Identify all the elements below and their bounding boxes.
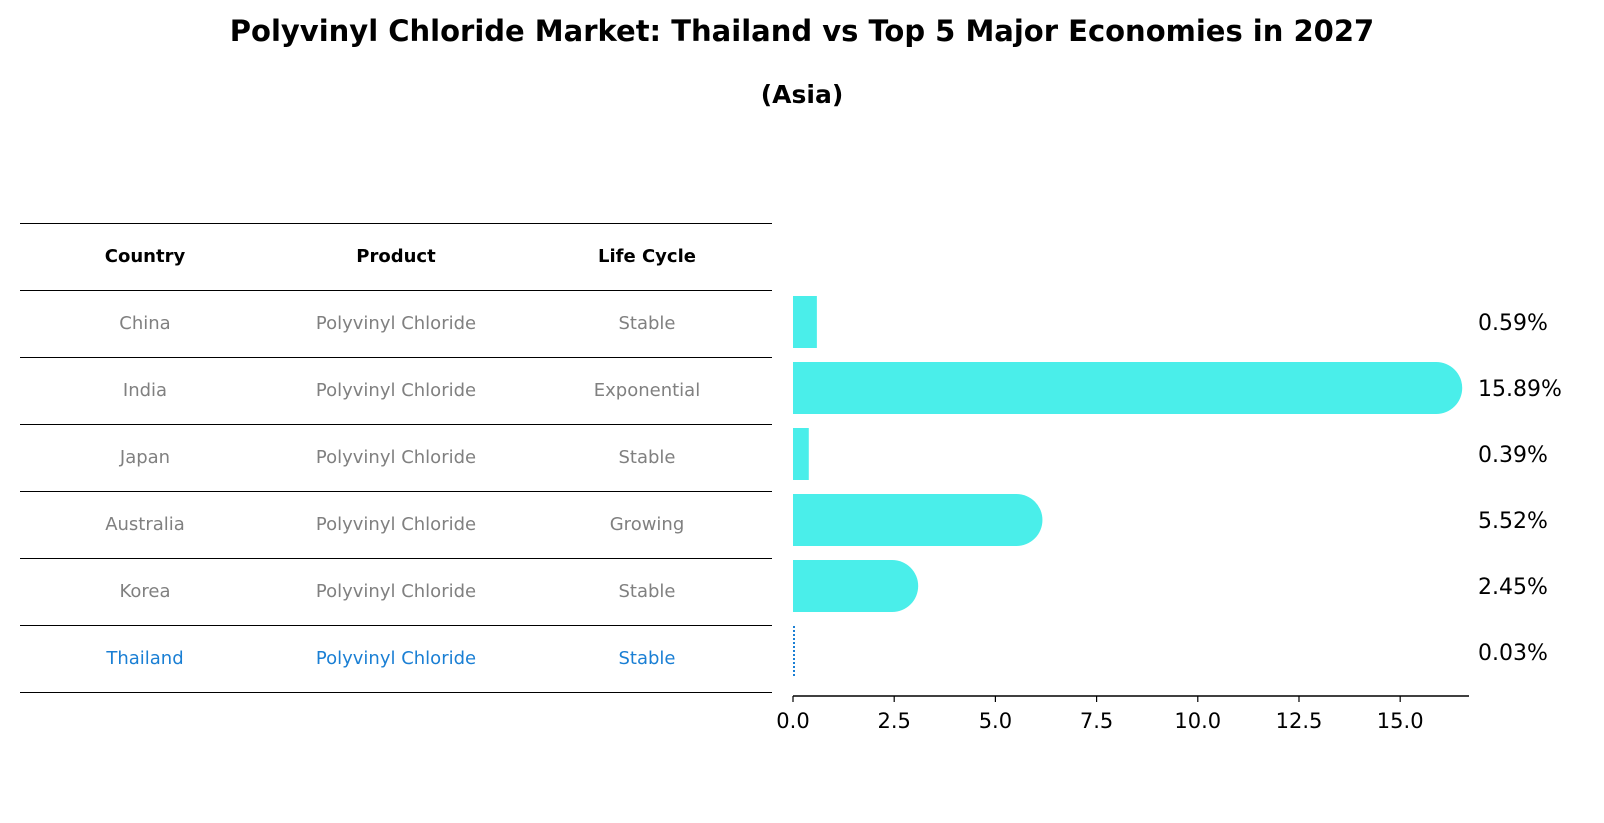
bar-australia — [793, 494, 1043, 546]
data-table: Country Product Life Cycle China Polyvin… — [20, 223, 772, 693]
value-label: 0.59% — [1478, 311, 1548, 336]
table-row: Australia Polyvinyl Chloride Growing — [20, 491, 772, 558]
life-cycle-cell: Stable — [618, 581, 676, 602]
bar-india — [793, 362, 1463, 414]
life-cycle-cell: Stable — [618, 648, 676, 669]
x-tick-label: 7.5 — [1080, 709, 1113, 733]
x-tick-label: 15.0 — [1377, 709, 1424, 733]
column-header-country: Country — [104, 246, 186, 267]
chart-title: Polyvinyl Chloride Market: Thailand vs T… — [229, 14, 1375, 48]
product-cell: Polyvinyl Chloride — [315, 648, 477, 669]
product-cell: Polyvinyl Chloride — [315, 380, 477, 401]
column-header-life-cycle: Life Cycle — [598, 246, 696, 267]
x-tick-label: 0.0 — [776, 709, 809, 733]
product-cell: Polyvinyl Chloride — [315, 447, 477, 468]
value-label: 0.03% — [1478, 641, 1548, 666]
x-tick-label: 12.5 — [1276, 709, 1323, 733]
value-label: 15.89% — [1478, 377, 1562, 402]
table-row-highlighted: Thailand Polyvinyl Chloride Stable — [20, 625, 772, 693]
bar-china — [793, 296, 817, 348]
value-label: 0.39% — [1478, 443, 1548, 468]
life-cycle-cell: Growing — [609, 514, 685, 535]
table-row: India Polyvinyl Chloride Exponential — [20, 357, 772, 424]
country-cell: China — [119, 313, 171, 334]
value-label: 5.52% — [1478, 509, 1548, 534]
x-tick-label: 10.0 — [1174, 709, 1221, 733]
country-cell: India — [122, 380, 168, 401]
country-cell: Korea — [119, 581, 171, 602]
product-cell: Polyvinyl Chloride — [315, 313, 477, 334]
chart-subtitle: (Asia) — [760, 80, 844, 109]
table-row: Japan Polyvinyl Chloride Stable — [20, 424, 772, 491]
value-label: 2.45% — [1478, 575, 1548, 600]
bar-japan — [793, 428, 809, 480]
country-cell: Australia — [105, 514, 185, 535]
product-cell: Polyvinyl Chloride — [315, 581, 477, 602]
life-cycle-cell: Exponential — [593, 380, 701, 401]
product-cell: Polyvinyl Chloride — [315, 514, 477, 535]
table-row: Korea Polyvinyl Chloride Stable — [20, 558, 772, 625]
country-cell: Japan — [119, 447, 171, 468]
life-cycle-cell: Stable — [618, 313, 676, 334]
table-row: China Polyvinyl Chloride Stable — [20, 290, 772, 357]
table-header-row: Country Product Life Cycle — [20, 223, 772, 290]
country-cell: Thailand — [106, 648, 184, 669]
life-cycle-cell: Stable — [618, 447, 676, 468]
x-tick-label: 2.5 — [877, 709, 910, 733]
column-header-product: Product — [356, 246, 436, 267]
x-tick-label: 5.0 — [979, 709, 1012, 733]
bar-korea — [793, 560, 919, 612]
